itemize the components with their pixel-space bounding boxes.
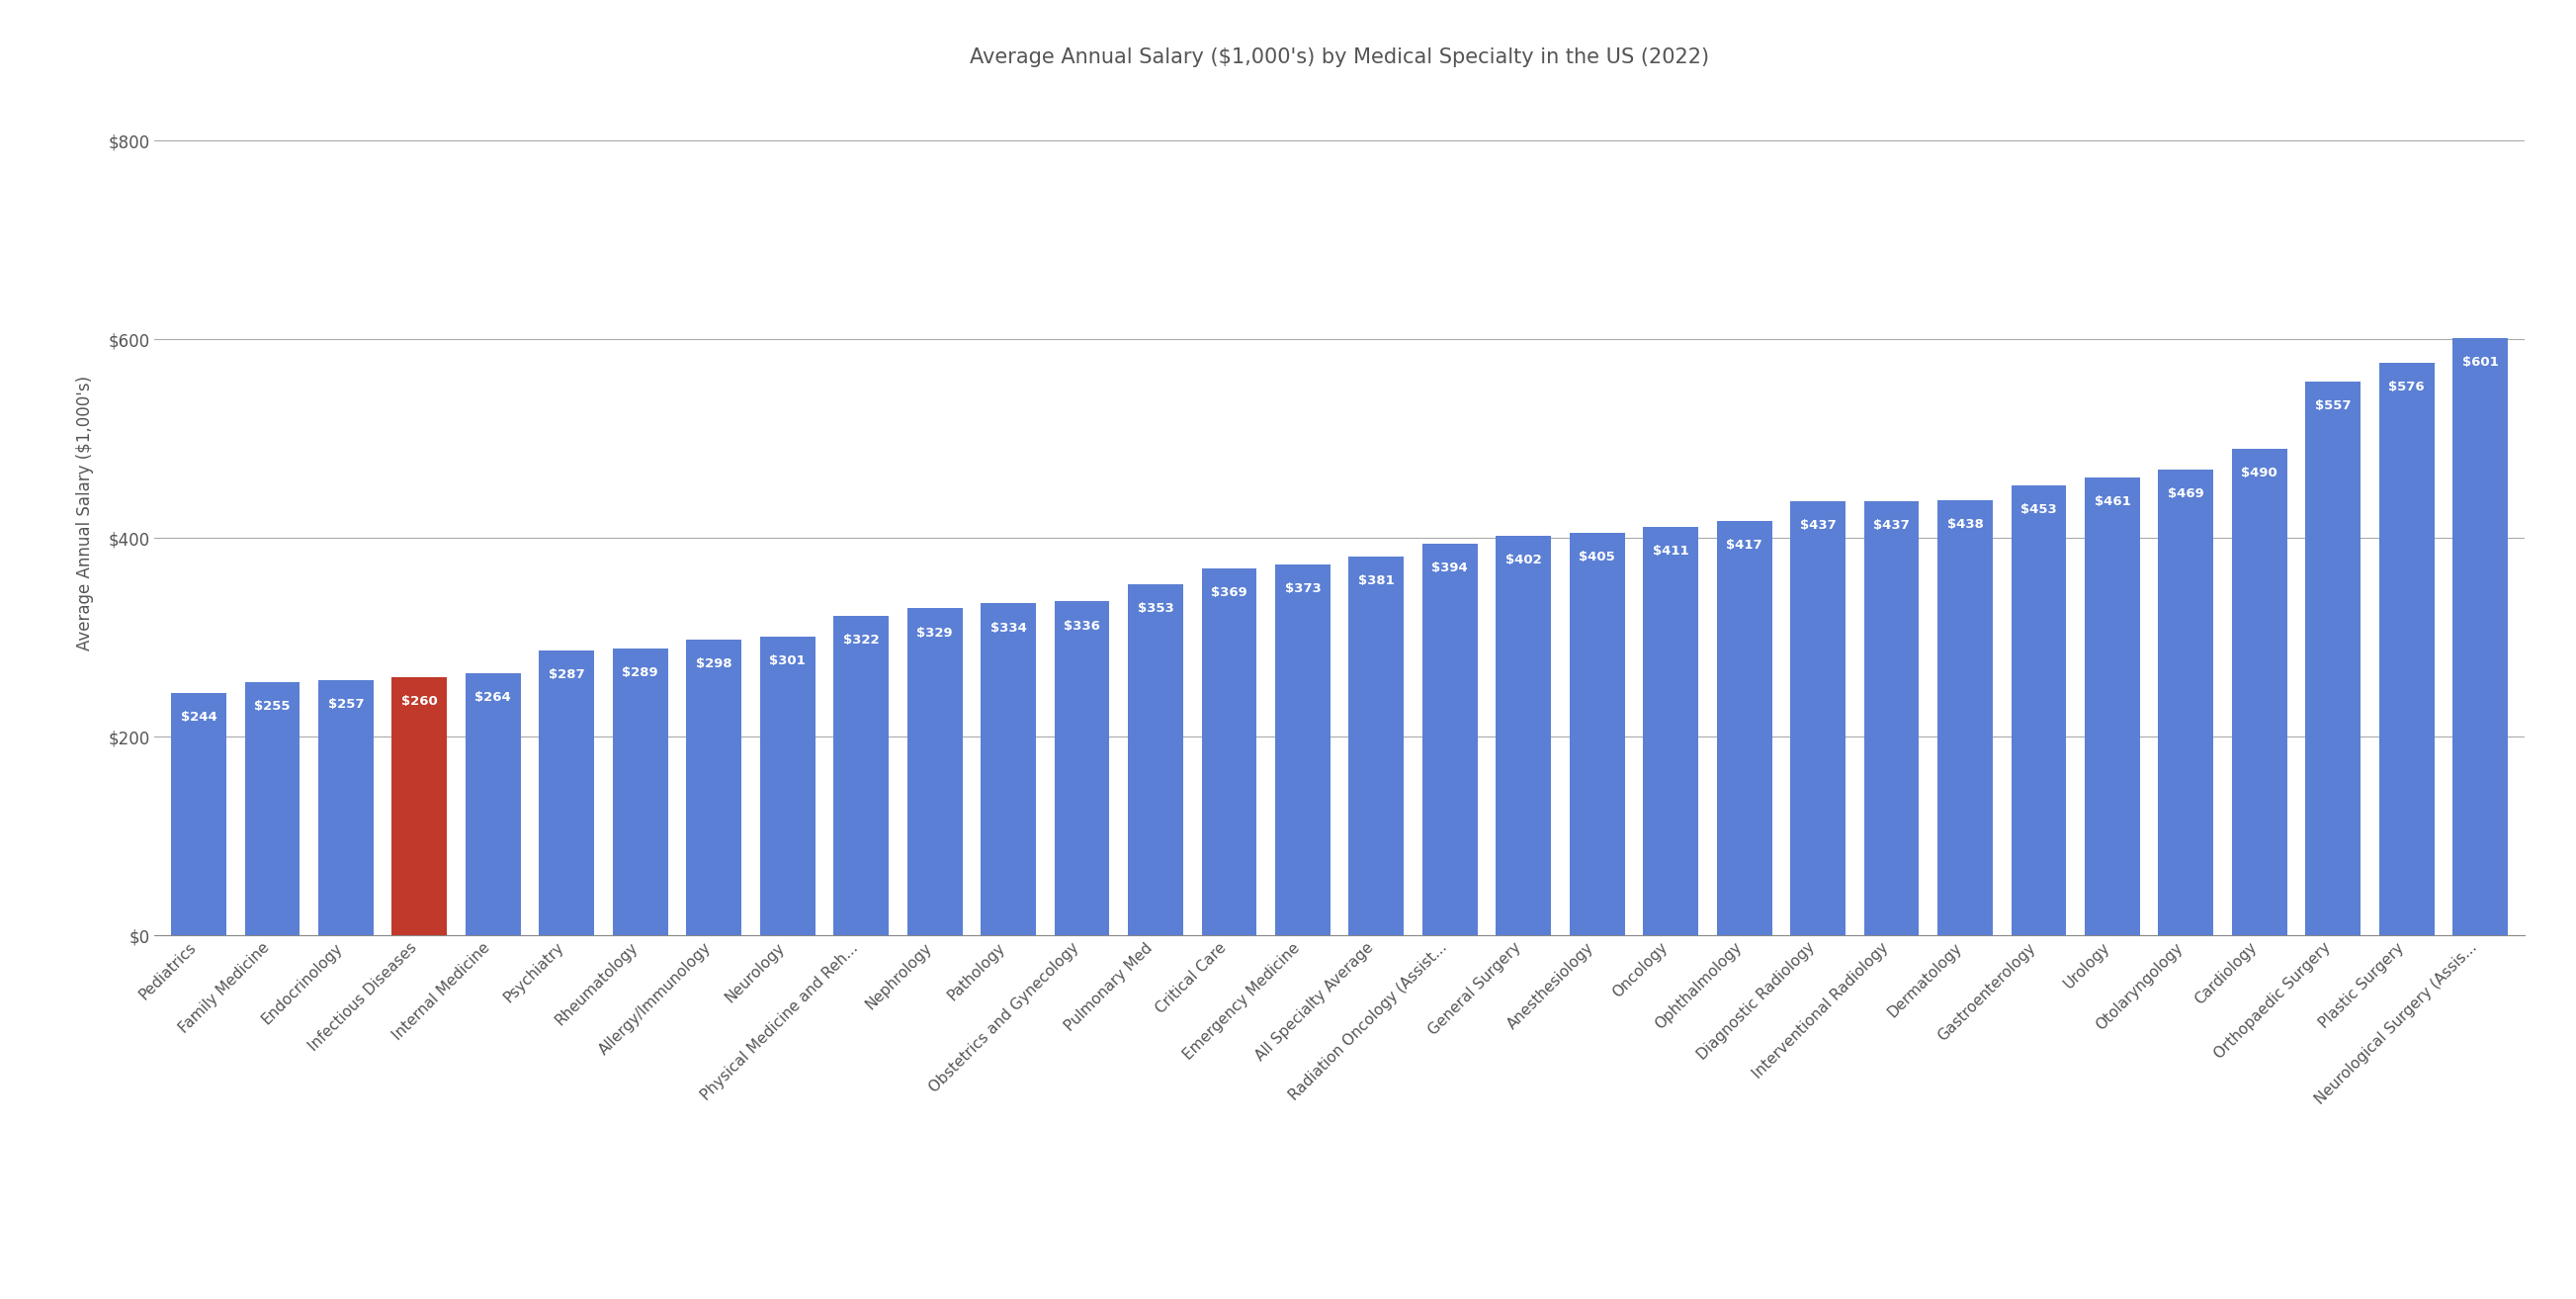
Text: $402: $402 xyxy=(1504,553,1540,566)
Bar xyxy=(170,692,227,935)
Text: $437: $437 xyxy=(1873,520,1909,531)
Text: $490: $490 xyxy=(2241,466,2277,479)
Text: $601: $601 xyxy=(2463,356,2499,369)
Text: $329: $329 xyxy=(917,626,953,639)
Bar xyxy=(2231,448,2287,935)
Text: $336: $336 xyxy=(1064,620,1100,633)
Bar xyxy=(1200,569,1257,935)
Title: Average Annual Salary ($1,000's) by Medical Specialty in the US (2022): Average Annual Salary ($1,000's) by Medi… xyxy=(969,48,1710,68)
Text: $260: $260 xyxy=(402,695,438,708)
Text: $334: $334 xyxy=(989,621,1028,634)
Bar xyxy=(1350,557,1404,935)
Text: $437: $437 xyxy=(1801,520,1837,531)
Text: $322: $322 xyxy=(842,634,878,646)
Text: $244: $244 xyxy=(180,711,216,724)
Bar xyxy=(466,673,520,935)
Bar xyxy=(2452,338,2509,935)
Text: $438: $438 xyxy=(1947,518,1984,531)
Text: $298: $298 xyxy=(696,657,732,670)
Bar xyxy=(392,677,448,935)
Bar xyxy=(2306,382,2360,935)
Bar xyxy=(1790,501,1844,935)
Bar xyxy=(907,608,963,935)
Text: $394: $394 xyxy=(1432,561,1468,574)
Bar xyxy=(1643,527,1698,935)
Bar xyxy=(760,637,814,935)
Text: $381: $381 xyxy=(1358,574,1394,587)
Bar xyxy=(1716,521,1772,935)
Bar xyxy=(613,648,667,935)
Text: $453: $453 xyxy=(2020,503,2056,516)
Text: $264: $264 xyxy=(474,691,510,704)
Bar xyxy=(1497,536,1551,935)
Bar xyxy=(2012,486,2066,935)
Text: $289: $289 xyxy=(623,666,659,679)
Bar xyxy=(1865,501,1919,935)
Text: $461: $461 xyxy=(2094,495,2130,508)
Text: $411: $411 xyxy=(1654,544,1690,557)
Bar xyxy=(1422,544,1479,935)
Text: $405: $405 xyxy=(1579,551,1615,564)
Bar xyxy=(245,682,299,935)
Bar xyxy=(1128,585,1182,935)
Bar xyxy=(685,639,742,935)
Text: $255: $255 xyxy=(255,700,291,713)
Y-axis label: Average Annual Salary ($1,000's): Average Annual Salary ($1,000's) xyxy=(77,375,95,651)
Bar xyxy=(1275,565,1329,935)
Text: $373: $373 xyxy=(1285,583,1321,595)
Bar xyxy=(1054,601,1110,935)
Text: $469: $469 xyxy=(2169,487,2205,500)
Bar xyxy=(1937,500,1994,935)
Text: $301: $301 xyxy=(770,655,806,666)
Text: $369: $369 xyxy=(1211,587,1247,599)
Bar xyxy=(538,651,595,935)
Bar xyxy=(2084,477,2141,935)
Bar xyxy=(2159,469,2213,935)
Bar xyxy=(1569,533,1625,935)
Text: $287: $287 xyxy=(549,668,585,681)
Text: $257: $257 xyxy=(327,698,363,711)
Bar xyxy=(981,604,1036,935)
Bar xyxy=(835,616,889,935)
Text: $417: $417 xyxy=(1726,539,1762,552)
Text: $353: $353 xyxy=(1139,603,1175,616)
Bar xyxy=(2380,364,2434,935)
Text: $576: $576 xyxy=(2388,381,2424,394)
Bar xyxy=(319,679,374,935)
Text: $557: $557 xyxy=(2316,400,2352,413)
